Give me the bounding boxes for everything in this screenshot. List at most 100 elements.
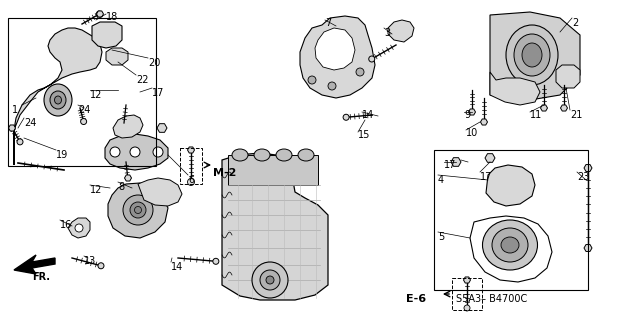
Text: 9: 9 — [464, 110, 470, 120]
Ellipse shape — [276, 149, 292, 161]
Ellipse shape — [54, 96, 61, 104]
Text: 22: 22 — [136, 75, 148, 85]
Text: 18: 18 — [106, 12, 118, 22]
Polygon shape — [300, 16, 375, 98]
Text: 19: 19 — [56, 150, 68, 160]
Text: 15: 15 — [358, 130, 371, 140]
Polygon shape — [68, 218, 90, 238]
Text: 24: 24 — [78, 105, 90, 115]
Ellipse shape — [522, 43, 542, 67]
Text: 13: 13 — [84, 256, 96, 266]
Ellipse shape — [501, 237, 519, 253]
Circle shape — [266, 276, 274, 284]
Circle shape — [130, 147, 140, 157]
Text: 24: 24 — [24, 118, 36, 128]
Polygon shape — [97, 11, 104, 17]
Circle shape — [369, 56, 375, 62]
Polygon shape — [14, 28, 102, 165]
Circle shape — [97, 11, 102, 17]
Polygon shape — [14, 255, 55, 274]
Circle shape — [252, 262, 288, 298]
Text: E-6: E-6 — [406, 294, 426, 304]
Polygon shape — [490, 72, 540, 105]
Ellipse shape — [123, 195, 153, 225]
Polygon shape — [561, 105, 568, 111]
Text: 16: 16 — [60, 220, 72, 230]
Polygon shape — [315, 28, 355, 70]
Ellipse shape — [134, 206, 141, 213]
Text: 17: 17 — [480, 172, 492, 182]
Text: 14: 14 — [362, 110, 374, 120]
Circle shape — [110, 147, 120, 157]
Circle shape — [98, 263, 104, 269]
Text: 14: 14 — [171, 262, 183, 272]
Polygon shape — [584, 245, 592, 251]
Text: 17: 17 — [152, 88, 164, 98]
Circle shape — [75, 224, 83, 232]
Circle shape — [308, 76, 316, 84]
Ellipse shape — [50, 91, 66, 109]
Circle shape — [260, 270, 280, 290]
Polygon shape — [138, 178, 182, 206]
Text: FR.: FR. — [32, 272, 50, 282]
Polygon shape — [451, 158, 461, 166]
Ellipse shape — [298, 149, 314, 161]
Polygon shape — [468, 109, 476, 115]
Circle shape — [343, 114, 349, 120]
Circle shape — [153, 147, 163, 157]
Polygon shape — [490, 12, 580, 100]
Text: 17: 17 — [444, 160, 456, 170]
Polygon shape — [113, 115, 143, 138]
Polygon shape — [222, 153, 328, 300]
Text: 7: 7 — [325, 18, 332, 28]
Circle shape — [188, 179, 195, 186]
Circle shape — [464, 305, 470, 311]
Circle shape — [17, 139, 23, 145]
Text: 8: 8 — [118, 182, 124, 192]
Ellipse shape — [44, 84, 72, 116]
Polygon shape — [388, 20, 414, 42]
Polygon shape — [556, 65, 580, 88]
Circle shape — [213, 258, 219, 264]
Text: 20: 20 — [148, 58, 161, 68]
Ellipse shape — [232, 149, 248, 161]
Ellipse shape — [506, 25, 558, 85]
Text: M-2: M-2 — [213, 168, 236, 178]
Polygon shape — [157, 124, 167, 132]
Polygon shape — [105, 134, 168, 170]
Ellipse shape — [130, 202, 146, 218]
Ellipse shape — [492, 228, 528, 262]
Circle shape — [81, 119, 86, 124]
Text: 2: 2 — [572, 18, 579, 28]
Ellipse shape — [483, 220, 538, 270]
Text: 12: 12 — [90, 185, 102, 195]
Ellipse shape — [254, 149, 270, 161]
Text: 11: 11 — [530, 110, 542, 120]
Polygon shape — [541, 105, 547, 111]
Text: 10: 10 — [466, 128, 478, 138]
Circle shape — [328, 82, 336, 90]
Text: 3: 3 — [384, 28, 390, 38]
Polygon shape — [584, 165, 592, 172]
Polygon shape — [485, 154, 495, 162]
Text: S5A3– B4700C: S5A3– B4700C — [456, 294, 527, 304]
Polygon shape — [106, 48, 128, 65]
Polygon shape — [481, 119, 488, 125]
Text: 1: 1 — [12, 105, 18, 115]
Polygon shape — [8, 125, 15, 131]
Text: 12: 12 — [90, 90, 102, 100]
Bar — [8, 18, 156, 166]
Polygon shape — [125, 175, 131, 181]
Text: 4: 4 — [438, 175, 444, 185]
Polygon shape — [92, 22, 122, 48]
Text: 5: 5 — [438, 232, 444, 242]
Text: 21: 21 — [570, 110, 582, 120]
Polygon shape — [463, 277, 470, 283]
Circle shape — [356, 68, 364, 76]
Bar — [228, 155, 318, 185]
Bar — [434, 150, 588, 290]
Text: 23: 23 — [577, 172, 589, 182]
Bar — [452, 278, 482, 310]
Polygon shape — [486, 165, 535, 206]
Ellipse shape — [514, 34, 550, 76]
